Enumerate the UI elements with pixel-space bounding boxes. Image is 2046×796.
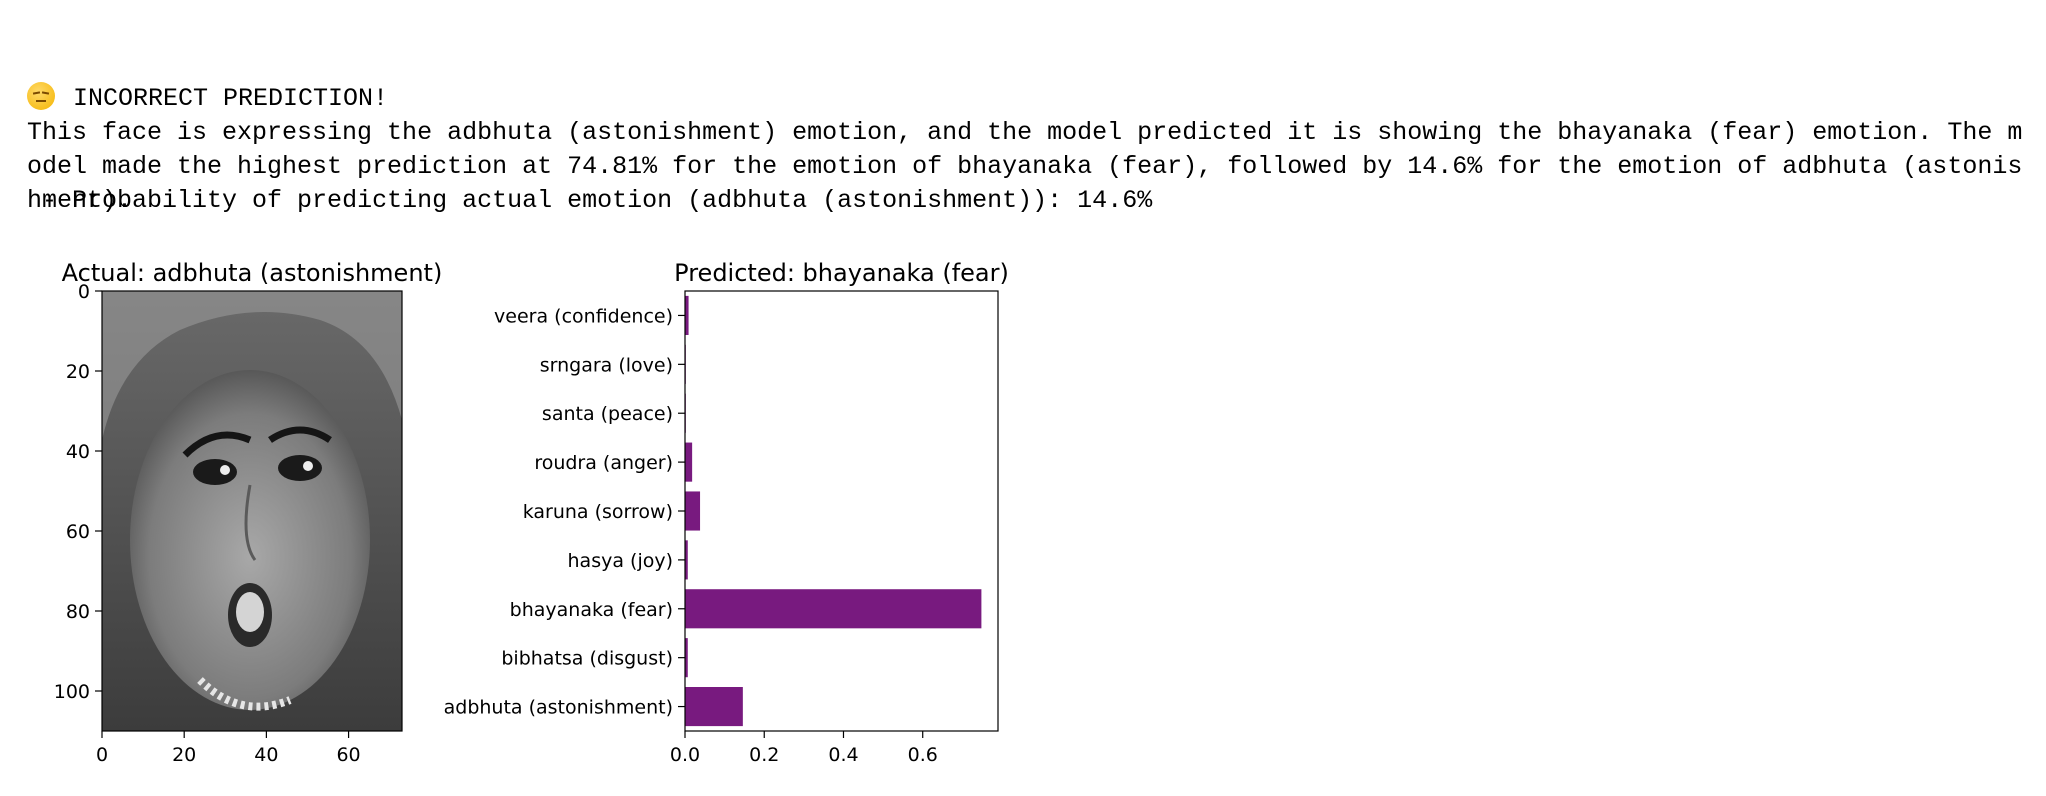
bar-category-label: veera (confidence) — [494, 305, 673, 327]
bar — [685, 295, 689, 335]
bar — [685, 589, 982, 629]
bar-x-tick-label: 0.2 — [749, 744, 779, 766]
bar-category-label: hasya (joy) — [568, 550, 673, 572]
image-x-tick-label: 0 — [96, 744, 108, 766]
image-subplot: Actual: adbhuta (astonishment) 0 20 40 60 0 2… — [54, 259, 443, 766]
bar-chart-frame — [684, 290, 999, 732]
face-image — [102, 291, 402, 731]
image-x-tick-label: 20 — [172, 744, 196, 766]
image-y-tick-label: 80 — [66, 601, 90, 623]
bar-x-tick-label: 0.4 — [828, 744, 858, 766]
bar-series — [685, 295, 982, 727]
bar — [685, 638, 688, 678]
bar — [685, 442, 693, 482]
bar-category-label: adbhuta (astonishment) — [444, 697, 673, 719]
image-y-tick-label: 40 — [66, 441, 90, 463]
bar-category-label: bhayanaka (fear) — [510, 599, 673, 621]
disappointed-face-icon — [27, 82, 55, 110]
bar-category-label: roudra (anger) — [534, 452, 673, 474]
bar-x-tick-label: 0.0 — [670, 744, 700, 766]
image-frame — [101, 290, 403, 732]
bar-chart-title: Predicted: bhayanaka (fear) — [674, 259, 1009, 287]
bar — [685, 687, 743, 727]
image-y-tick-label: 100 — [54, 681, 90, 703]
cell-output: INCORRECT PREDICTION! - Probability of p… — [27, 14, 2037, 252]
image-title: Actual: adbhuta (astonishment) — [62, 259, 443, 287]
prediction-description: This face is expressing the adbhuta (ast… — [27, 118, 2023, 215]
bar-x-tick-label: 0.6 — [908, 744, 938, 766]
status-text: INCORRECT PREDICTION! — [73, 84, 389, 113]
bar-subplot: Predicted: bhayanaka (fear) adbhuta (ast… — [444, 259, 1009, 766]
image-axes: 0 20 40 60 0 20 40 60 80 100 — [54, 281, 361, 766]
image-y-tick-label: 60 — [66, 521, 90, 543]
bar-category-label: karuna (sorrow) — [523, 501, 673, 523]
image-x-tick-label: 60 — [336, 744, 360, 766]
image-y-tick-label: 20 — [66, 361, 90, 383]
bar-category-label: srngara (love) — [540, 354, 673, 376]
probability-line: - Probability of predicting actual emoti… — [27, 186, 1153, 215]
image-x-tick-label: 40 — [254, 744, 278, 766]
bar-chart-axes: adbhuta (astonishment) bibhatsa (disgust)… — [444, 305, 938, 766]
bar — [685, 491, 701, 531]
image-y-tick-label: 0 — [78, 281, 90, 303]
bar-category-label: bibhatsa (disgust) — [501, 648, 673, 670]
bar — [685, 540, 688, 580]
bar-category-label: santa (peace) — [542, 403, 673, 425]
status-line: INCORRECT PREDICTION! — [27, 82, 2037, 116]
